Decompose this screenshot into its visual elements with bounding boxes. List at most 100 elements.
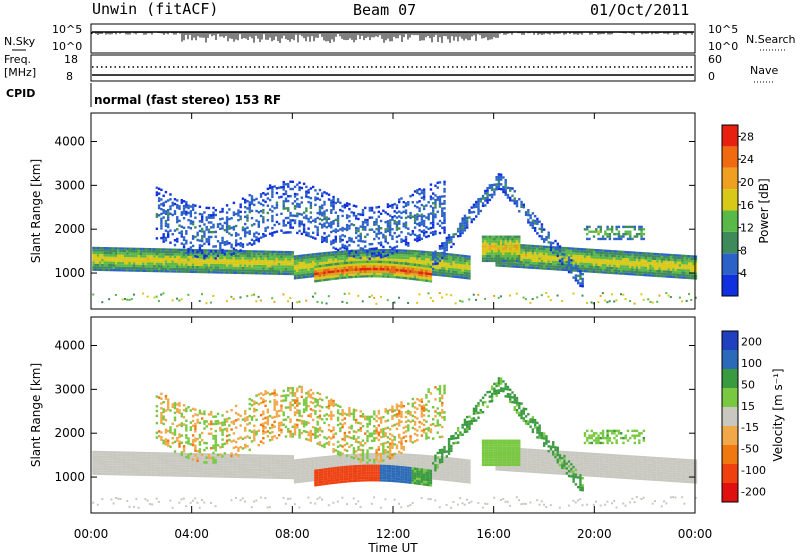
power-cell [232,266,236,270]
power-cell [581,250,584,253]
power-cell [459,264,462,267]
power-cell [393,249,396,252]
power-cell [617,262,621,265]
power-cell [418,264,421,267]
power-cell [259,299,262,302]
power-cell [332,203,335,206]
power-cell [275,191,279,195]
power-cell [610,266,614,270]
power-cell [486,250,489,253]
power-cell [271,185,274,189]
power-cell [212,294,215,297]
power-cell [277,250,281,254]
power-cell [429,280,433,283]
power-cell [264,252,267,256]
power-cell [139,259,143,263]
noise-left-tick-top: 10^5 [52,23,82,36]
power-cell [289,267,292,271]
power-cell [244,234,247,238]
power-cell [404,243,408,246]
power-cell [105,251,109,255]
power-cell [663,260,666,264]
power-cell [420,220,424,224]
power-cell [481,202,485,205]
power-cell [581,248,584,251]
power-cell [169,248,172,251]
power-cell [194,226,197,229]
power-cell [608,259,612,262]
power-cell [373,270,376,273]
power-cell [119,247,122,250]
power-cell [398,249,401,252]
power-cell [316,265,319,268]
power-cell [463,257,467,260]
power-cell [287,270,290,273]
power-cell [187,293,190,296]
power-cell [626,225,630,229]
power-cell [142,267,145,270]
power-cell [599,225,603,229]
power-cell [289,263,292,266]
power-cell [119,264,122,267]
power-cell [418,250,421,253]
power-cell [343,247,347,250]
power-cell [255,236,258,239]
power-cell [139,247,143,251]
power-cell [490,240,494,243]
power-cell [610,262,614,265]
power-cell [189,212,193,215]
power-cell [438,254,442,258]
power-cell [470,218,473,221]
power-cell [565,251,569,255]
power-cell [110,251,113,255]
power-cell [216,254,220,257]
power-cell [640,235,643,238]
power-cell [327,198,331,201]
power-cell [327,234,331,237]
power-cell [334,211,338,214]
power-cell [241,245,245,249]
power-cell [556,263,559,266]
power-cell [210,226,213,229]
power-cell [425,265,428,268]
power-cell [160,267,163,270]
power-cell [465,223,469,227]
power-cell [198,229,202,233]
power-cell [429,226,433,230]
power-cell [357,270,360,273]
power-cell [411,259,415,262]
power-cell [608,252,612,255]
power-cell [642,252,646,255]
power-cell [606,271,609,274]
power-cell [622,270,625,273]
power-cell [579,277,582,280]
power-cell [642,254,646,257]
power-cell [386,256,390,259]
power-cell [504,242,507,246]
power-cell [352,259,356,262]
power-cell [171,267,174,271]
power-cell [187,265,190,269]
power-cell [128,257,131,260]
power-cell [291,260,294,264]
power-cell [133,254,136,258]
power-cell [418,233,421,237]
power-cell [441,269,444,272]
power-cell [121,249,125,253]
power-cell [622,250,625,254]
power-cell [126,261,129,265]
power-cell [391,218,394,221]
power-cell [361,275,365,278]
power-cell [524,258,528,262]
power-cell [169,253,172,256]
power-cell [613,254,616,258]
power-cell [234,259,238,262]
power-cell [377,267,381,271]
power-cell [155,257,159,261]
power-cell [567,268,571,272]
power-cell [359,256,362,260]
power-cell [615,264,618,268]
power-cell [205,206,208,210]
power-cell [377,241,381,245]
power-cell [443,259,446,263]
